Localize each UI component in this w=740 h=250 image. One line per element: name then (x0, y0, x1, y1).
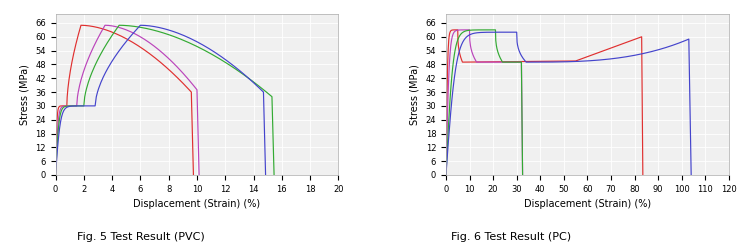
X-axis label: Displacement (Strain) (%): Displacement (Strain) (%) (133, 199, 260, 209)
X-axis label: Displacement (Strain) (%): Displacement (Strain) (%) (524, 199, 651, 209)
Text: Fig. 5 Test Result (PVC): Fig. 5 Test Result (PVC) (77, 232, 204, 242)
Y-axis label: Stress (MPa): Stress (MPa) (410, 64, 420, 125)
Y-axis label: Stress (MPa): Stress (MPa) (19, 64, 30, 125)
Text: Fig. 6 Test Result (PC): Fig. 6 Test Result (PC) (451, 232, 571, 242)
